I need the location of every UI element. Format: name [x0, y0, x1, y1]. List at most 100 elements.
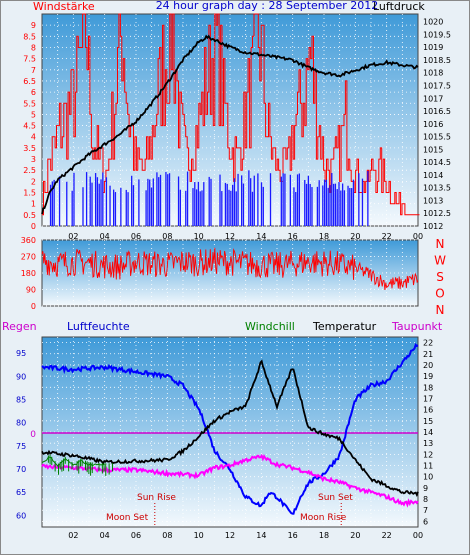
humidity-tick-label: 75: [16, 442, 26, 451]
wind-speed-line: [42, 13, 420, 216]
legend-temperatur: Temperatur: [312, 320, 377, 333]
pressure-tick-label: 1018: [423, 69, 443, 78]
wind-direction-line: [41, 247, 419, 291]
legend-windchill: Windchill: [245, 320, 295, 333]
wind-tick-label: 1.5: [23, 189, 36, 198]
time-tick-label: 20: [350, 531, 360, 540]
time-tick-label: 02: [68, 232, 78, 241]
temperature-tick-label: 6: [423, 517, 428, 526]
humidity-tick-label: 65: [16, 488, 26, 497]
humidity-axis: 60 65 70 75 80 85 90 95: [16, 349, 26, 520]
pressure-tick-label: 1015.5: [423, 133, 451, 142]
pressure-tick-label: 1020: [423, 18, 443, 27]
direction-tick-label: 90: [26, 286, 36, 295]
wind-tick-label: 5: [31, 110, 36, 119]
temperature-tick-label: 7: [423, 506, 428, 515]
moon-rise-label: Moon Rise: [300, 513, 347, 523]
temperature-tick-label: 21: [423, 350, 433, 359]
time-axis-top: 02 04 06 08 10 12 14 16 18 20 22 00: [68, 232, 423, 241]
time-tick-label: 00: [413, 232, 423, 241]
humidity-tick-label: 80: [16, 419, 26, 428]
direction-tick-label: 270: [21, 253, 36, 262]
temperature-tick-label: 22: [423, 339, 433, 348]
wind-tick-label: 8.5: [23, 32, 36, 41]
compass-label: S: [436, 270, 444, 284]
wind-speed-series: [42, 13, 420, 216]
dewpoint-series: [41, 453, 419, 508]
humidity-tick-label: 60: [16, 511, 26, 520]
pressure-tick-label: 1012: [423, 222, 443, 231]
windchill-line: [41, 456, 105, 467]
pressure-tick-label: 1014: [423, 171, 443, 180]
pressure-axis: 1012 1012.5 1013 1013.5 1014 1014.5 1015 1015.5…: [423, 18, 451, 231]
time-tick-label: 22: [382, 531, 392, 540]
pressure-tick-label: 1014.5: [423, 158, 451, 167]
time-tick-label: 06: [131, 531, 141, 540]
pressure-line: [41, 34, 419, 215]
wind-tick-label: 0.5: [23, 211, 36, 220]
wind-tick-label: 4.5: [23, 122, 36, 131]
temperature-tick-label: 15: [423, 417, 433, 426]
wind-tick-label: 8: [31, 43, 36, 52]
time-tick-label: 04: [100, 531, 110, 540]
compass-label: N: [436, 303, 445, 317]
wind-speed-axis: 0 0.5 1 1.5 2 2.5 3 3.5 4 4.5 5 5.5 6 6.5 7 7.5 8 8.5 9: [23, 21, 36, 231]
time-tick-label: 18: [319, 232, 329, 241]
dewpoint-line: [41, 453, 419, 508]
windchill-series: [41, 454, 113, 476]
temperature-tick-label: 20: [423, 361, 433, 370]
temperature-tick-label: 12: [423, 450, 433, 459]
wind-tick-label: 6.5: [23, 77, 36, 86]
pressure-tick-label: 1019.5: [423, 30, 451, 39]
compass-label: N: [436, 237, 445, 251]
humidity-line: [41, 342, 419, 515]
wind-tick-label: 2.5: [23, 166, 36, 175]
pressure-tick-label: 1017: [423, 94, 443, 103]
time-tick-label: 22: [382, 232, 392, 241]
pressure-tick-label: 1013.5: [423, 184, 451, 193]
temperature-tick-label: 17: [423, 394, 433, 403]
time-tick-label: 12: [225, 531, 235, 540]
compass-label: W: [434, 254, 446, 268]
sun-set-label: Sun Set: [318, 493, 353, 503]
temperature-tick-label: 19: [423, 372, 433, 381]
time-tick-label: 10: [194, 232, 204, 241]
pressure-axis-title: Luftdruck: [373, 0, 425, 13]
compass-label: O: [435, 287, 444, 301]
wind-tick-label: 1: [31, 200, 36, 209]
wind-tick-label: 5.5: [23, 99, 36, 108]
wind-axis-title: Windstärke: [33, 0, 95, 13]
temperature-tick-label: 18: [423, 383, 433, 392]
pressure-tick-label: 1019: [423, 43, 443, 52]
wind-tick-label: 2: [31, 177, 36, 186]
time-tick-label: 16: [288, 531, 298, 540]
temperature-tick-label: 14: [423, 428, 433, 437]
temperature-tick-label: 9: [423, 484, 428, 493]
time-tick-label: 06: [131, 232, 141, 241]
pressure-tick-label: 1016.5: [423, 107, 451, 116]
wind-tick-label: 7: [31, 66, 36, 75]
direction-tick-label: 360: [21, 236, 36, 245]
time-tick-label: 20: [350, 232, 360, 241]
pressure-tick-label: 1018.5: [423, 56, 451, 65]
wind-tick-label: 4: [31, 133, 36, 142]
direction-tick-label: 0: [31, 302, 36, 311]
temperature-line: [41, 359, 419, 497]
direction-tick-label: 180: [21, 269, 36, 278]
time-tick-label: 18: [319, 531, 329, 540]
humidity-tick-label: 90: [16, 372, 26, 381]
wind-direction-series: [41, 247, 419, 291]
temperature-tick-label: 13: [423, 439, 433, 448]
temperature-tick-label: 8: [423, 495, 428, 504]
zero-label: 0: [30, 430, 36, 440]
pressure-tick-label: 1012.5: [423, 209, 451, 218]
temperature-tick-label: 11: [423, 462, 433, 471]
temperature-tick-label: 10: [423, 473, 433, 482]
moon-set-label: Moon Set: [106, 513, 149, 523]
time-tick-label: 00: [413, 531, 423, 540]
time-tick-label: 08: [162, 531, 172, 540]
wind-tick-label: 9: [31, 21, 36, 30]
